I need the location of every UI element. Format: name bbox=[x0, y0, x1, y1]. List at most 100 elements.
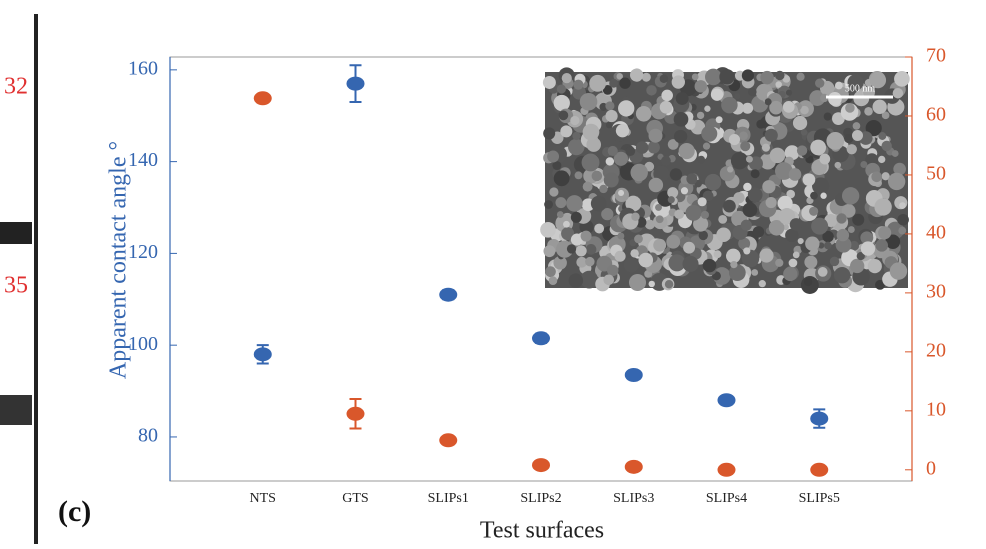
grain bbox=[653, 165, 670, 182]
grain bbox=[797, 237, 804, 245]
grain bbox=[573, 79, 584, 90]
grain bbox=[556, 211, 564, 218]
grain bbox=[594, 223, 605, 234]
grain bbox=[762, 180, 776, 194]
grain bbox=[572, 131, 581, 141]
grain bbox=[812, 177, 830, 195]
point bbox=[810, 411, 829, 426]
grain bbox=[607, 264, 619, 277]
grain bbox=[742, 202, 758, 218]
grain bbox=[809, 206, 819, 216]
grain bbox=[891, 150, 899, 157]
grain bbox=[659, 74, 669, 83]
grain bbox=[881, 140, 892, 152]
sem-inset bbox=[540, 67, 910, 294]
grain bbox=[701, 125, 718, 142]
grain bbox=[705, 68, 722, 86]
grain bbox=[722, 199, 736, 213]
grain bbox=[775, 81, 782, 88]
grain bbox=[847, 74, 864, 91]
grain bbox=[742, 102, 754, 114]
grain bbox=[625, 146, 636, 156]
grain bbox=[796, 72, 805, 81]
grain bbox=[893, 162, 906, 176]
grain bbox=[669, 168, 683, 181]
grain bbox=[730, 152, 749, 170]
grain bbox=[765, 196, 777, 209]
grain bbox=[750, 169, 760, 179]
grain bbox=[878, 226, 892, 240]
grain bbox=[833, 266, 851, 284]
grain bbox=[865, 153, 879, 167]
grain bbox=[566, 244, 577, 254]
x-tick-label: SLIPs4 bbox=[706, 491, 747, 506]
grain bbox=[778, 208, 796, 225]
y2-tick-label: 50 bbox=[926, 163, 946, 185]
grain bbox=[560, 125, 573, 138]
y-tick-label: 100 bbox=[128, 333, 158, 355]
grain bbox=[616, 73, 623, 80]
grain bbox=[748, 87, 757, 97]
grain bbox=[782, 75, 791, 83]
point bbox=[532, 458, 550, 473]
grain bbox=[570, 233, 584, 246]
grain bbox=[810, 139, 827, 156]
grain bbox=[579, 92, 598, 111]
grain bbox=[760, 70, 774, 85]
grain bbox=[743, 247, 751, 255]
x-tick-label: SLIPs5 bbox=[799, 491, 840, 506]
grain bbox=[673, 111, 689, 127]
grain bbox=[836, 213, 847, 224]
grain bbox=[552, 161, 562, 171]
grain bbox=[547, 150, 560, 163]
grain bbox=[865, 120, 882, 137]
grain bbox=[846, 144, 857, 155]
grain bbox=[826, 131, 845, 150]
grain bbox=[585, 244, 597, 255]
grain bbox=[788, 258, 798, 268]
grain bbox=[756, 119, 766, 129]
point bbox=[717, 393, 736, 408]
grain bbox=[710, 88, 724, 101]
grain bbox=[745, 155, 753, 163]
grain bbox=[623, 257, 639, 273]
grain bbox=[894, 71, 910, 87]
grain bbox=[667, 196, 675, 204]
grain bbox=[678, 142, 695, 160]
grain bbox=[568, 273, 584, 288]
grain bbox=[782, 224, 789, 231]
grain bbox=[567, 138, 585, 156]
grain bbox=[635, 105, 652, 122]
grain bbox=[715, 116, 723, 124]
grain bbox=[691, 73, 699, 81]
grain bbox=[792, 251, 800, 259]
grain bbox=[553, 170, 570, 187]
grain bbox=[713, 250, 722, 259]
grain bbox=[545, 266, 556, 278]
grain bbox=[743, 182, 752, 192]
grain bbox=[661, 89, 673, 102]
point bbox=[717, 462, 736, 477]
grain bbox=[809, 90, 826, 107]
grain bbox=[683, 241, 696, 254]
grain bbox=[682, 255, 699, 272]
grain bbox=[718, 214, 728, 224]
grain bbox=[704, 105, 711, 112]
x-tick-label: GTS bbox=[342, 491, 368, 506]
grain bbox=[800, 105, 809, 115]
point bbox=[624, 368, 643, 382]
grain bbox=[856, 251, 865, 261]
grain bbox=[775, 258, 784, 267]
grain bbox=[872, 99, 887, 115]
grain bbox=[680, 187, 689, 195]
grain bbox=[625, 195, 642, 212]
grain bbox=[775, 70, 785, 81]
grain bbox=[847, 226, 855, 234]
grain bbox=[563, 220, 570, 228]
grain bbox=[693, 216, 709, 232]
grain bbox=[881, 111, 890, 120]
grain bbox=[543, 127, 556, 140]
y2-tick-label: 0 bbox=[926, 457, 936, 479]
grain bbox=[655, 203, 662, 211]
grain bbox=[570, 115, 580, 126]
